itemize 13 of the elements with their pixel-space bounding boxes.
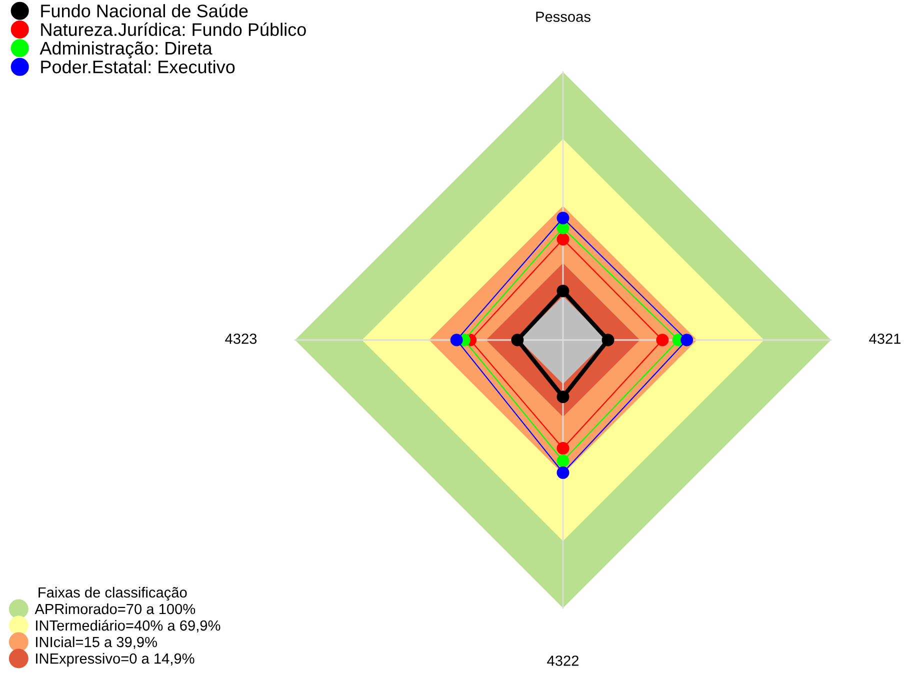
text: INTermediário=40% a 69,9% — [36, 620, 220, 632]
legend-label: Fundo Nacional de Saúde — [41, 4, 248, 18]
legend-label: Administração: Direta — [40, 41, 212, 58]
text: INIcial=15 a 39,9% — [36, 636, 157, 649]
legend-label: Poder.Estatal: Executivo — [41, 60, 235, 74]
spoke-label: 4321 — [869, 334, 901, 344]
legend-title: Faixas de classificação — [38, 586, 187, 601]
legend-label: Natureza.Jurídica: Fundo Público — [41, 22, 306, 36]
text: INExpressivo=0 a 14,9% — [36, 653, 194, 667]
spoke-label: 4323 — [225, 334, 257, 344]
spoke-label: 4322 — [547, 656, 578, 666]
text: APRimorado=70 a 100% — [34, 603, 196, 614]
spoke-label: Pessoas — [536, 12, 590, 22]
